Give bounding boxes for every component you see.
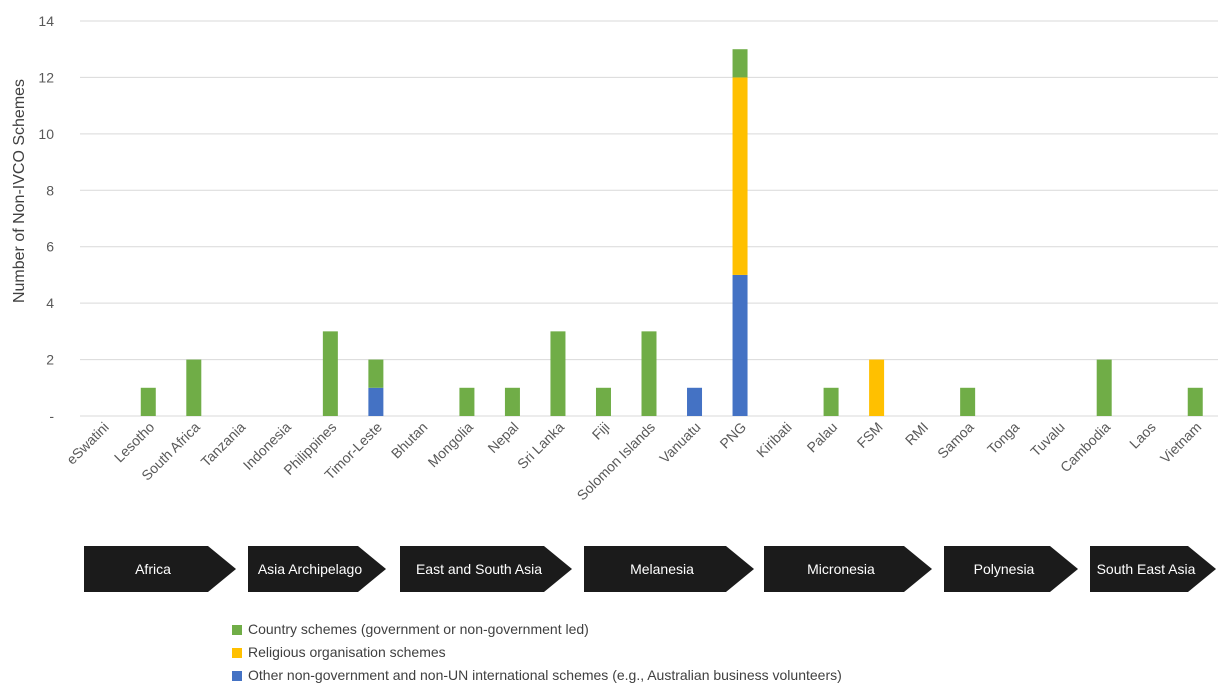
stacked-bar-chart: - 2 4 6 8 10 12 14 Number of Non-IVCO Schemes e… xyxy=(11,13,1218,592)
legend-swatch-religious xyxy=(232,648,242,658)
bar-segment-country xyxy=(140,387,156,416)
bar-segment-country xyxy=(641,331,657,416)
bar-segment-country xyxy=(322,331,338,416)
bar-segment-country xyxy=(459,387,475,416)
bar-segment-country xyxy=(186,359,202,416)
x-tick-label: Fiji xyxy=(589,419,613,443)
bar-segment-country xyxy=(368,359,384,388)
bar-segment-religious xyxy=(869,359,885,416)
x-tick-label: Kiribati xyxy=(753,419,795,461)
region-arrows: Africa Asia Archipelago East and South Asi… xyxy=(84,546,1216,592)
region-arrow xyxy=(400,546,572,592)
legend-label-country: Country schemes (government or non-gover… xyxy=(248,621,589,637)
y-tick-label: 12 xyxy=(38,69,54,85)
region-arrow xyxy=(944,546,1078,592)
y-tick-label: 8 xyxy=(46,182,54,198)
bar-segment-country xyxy=(960,387,976,416)
legend-swatch-country xyxy=(232,625,242,635)
x-tick-label: PNG xyxy=(716,419,749,452)
bar-segment-country xyxy=(1096,359,1112,416)
gridlines xyxy=(80,20,1218,417)
x-tick-label: Laos xyxy=(1126,419,1159,452)
x-tick-label: eSwatini xyxy=(63,419,112,468)
bar-segment-international xyxy=(732,274,748,416)
legend-label-religious: Religious organisation schemes xyxy=(248,644,446,660)
bar-segment-country xyxy=(823,387,839,416)
bar-segment-country xyxy=(595,387,611,416)
y-tick-label: - xyxy=(49,408,54,424)
region-arrow xyxy=(584,546,754,592)
region-label: Africa xyxy=(135,561,171,577)
region-label: Asia Archipelago xyxy=(258,561,363,577)
bars xyxy=(140,49,1203,416)
x-tick-label: Bhutan xyxy=(388,419,431,462)
x-tick-label: Mongolia xyxy=(425,419,477,471)
y-tick-label: 2 xyxy=(46,352,54,368)
x-tick-label: Tuvalu xyxy=(1027,419,1068,460)
x-tick-label: Sri Lanka xyxy=(514,419,567,472)
y-axis-label: Number of Non-IVCO Schemes xyxy=(11,79,28,303)
bar-segment-country xyxy=(550,331,566,416)
bar-segment-country xyxy=(732,49,748,78)
region-label: Micronesia xyxy=(807,561,875,577)
bar-segment-international xyxy=(687,387,703,416)
legend-swatch-international xyxy=(232,671,242,681)
region-label: Melanesia xyxy=(630,561,694,577)
bar-segment-country xyxy=(504,387,520,416)
y-tick-label: 10 xyxy=(38,126,54,142)
legend-item-international: Other non-government and non-UN internat… xyxy=(232,664,842,687)
y-axis-ticks: - 2 4 6 8 10 12 14 xyxy=(38,13,54,424)
region-label: South East Asia xyxy=(1097,561,1196,577)
y-tick-label: 6 xyxy=(46,239,54,255)
region-label: Polynesia xyxy=(974,561,1035,577)
legend: Country schemes (government or non-gover… xyxy=(232,618,842,687)
y-tick-label: 14 xyxy=(38,13,54,29)
region-label: East and South Asia xyxy=(416,561,542,577)
x-tick-label: Vanuatu xyxy=(656,419,703,466)
legend-item-country: Country schemes (government or non-gover… xyxy=(232,618,842,641)
x-tick-label: Samoa xyxy=(934,419,977,462)
x-tick-label: Lesotho xyxy=(111,419,158,466)
x-tick-label: Vietnam xyxy=(1157,419,1204,466)
bar-segment-international xyxy=(368,387,384,416)
y-tick-label: 4 xyxy=(46,295,54,311)
bar-segment-religious xyxy=(732,77,748,275)
region-arrow xyxy=(764,546,932,592)
x-tick-label: Tonga xyxy=(984,419,1022,457)
x-tick-label: RMI xyxy=(902,419,931,448)
x-tick-label: Palau xyxy=(804,419,841,456)
region-arrow xyxy=(84,546,236,592)
x-tick-label: Solomon Islands xyxy=(574,419,659,504)
x-tick-label: FSM xyxy=(854,419,886,451)
x-tick-label: Nepal xyxy=(484,419,521,456)
region-arrow xyxy=(1090,546,1216,592)
legend-label-international: Other non-government and non-UN internat… xyxy=(248,667,842,683)
legend-item-religious: Religious organisation schemes xyxy=(232,641,842,664)
x-tick-label: Cambodia xyxy=(1057,419,1114,476)
bar-segment-country xyxy=(1187,387,1203,416)
region-arrow xyxy=(248,546,386,592)
